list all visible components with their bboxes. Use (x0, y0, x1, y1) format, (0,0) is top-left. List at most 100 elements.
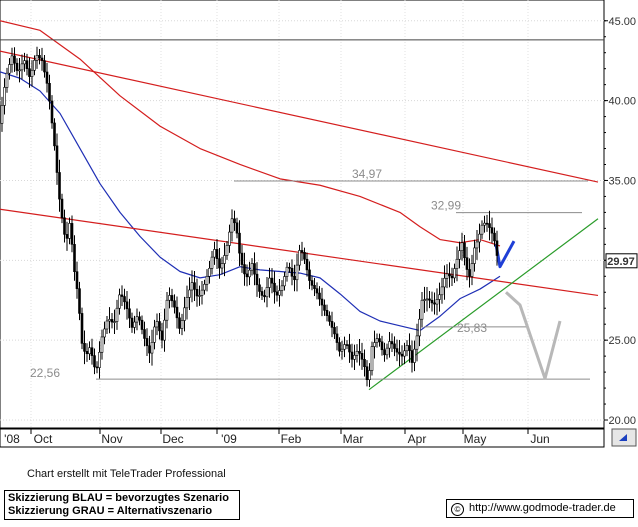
price-bar-body (423, 299, 426, 301)
price-bar (283, 271, 286, 291)
price-bar-body (278, 290, 281, 296)
price-bar (455, 246, 459, 282)
price-bar-body (365, 366, 369, 380)
price-bar (375, 333, 379, 348)
price-bar-body (440, 286, 444, 296)
price-bar-body (403, 350, 406, 357)
price-bar (433, 292, 436, 315)
price-bar-body (173, 300, 176, 308)
y-tick-label-5: 45.00 (608, 16, 636, 28)
price-bar-body (225, 245, 229, 256)
price-bar-body (408, 345, 411, 351)
price-bar (55, 133, 59, 185)
price-bar (10, 47, 14, 73)
price-bar (368, 363, 371, 388)
price-bar-body (180, 320, 184, 329)
price-bar-body (443, 277, 446, 288)
price-bar-body (305, 258, 309, 271)
price-bar-body (33, 59, 36, 71)
price-bar (185, 285, 189, 320)
price-bar (243, 252, 246, 286)
price-bar-body (93, 355, 96, 368)
price-bar (470, 254, 474, 286)
price-bar (410, 340, 414, 373)
last-price-badge: 29.97 (605, 253, 638, 269)
price-bar (473, 239, 476, 272)
price-bar-body (270, 277, 274, 284)
price-bar (3, 78, 6, 115)
x-tick-label-7: Apr (408, 432, 427, 446)
level-labels: 34,97 32,99 25,83 22,56 (30, 167, 487, 380)
price-bar (23, 52, 26, 72)
price-bar (175, 296, 179, 329)
price-bar (380, 335, 384, 356)
price-bar (358, 339, 361, 366)
price-bar (18, 57, 21, 83)
price-bar (285, 262, 289, 282)
price-bar-body (480, 224, 484, 235)
price-bar-body (90, 347, 94, 356)
price-bar-body (275, 291, 279, 296)
price-bar-body (448, 273, 451, 277)
price-bar (435, 288, 439, 316)
price-bar (88, 341, 91, 361)
url-text[interactable]: http://www.godmode-trader.de (469, 502, 616, 514)
price-bar-body (378, 338, 381, 343)
price-bar-body (218, 258, 221, 269)
price-bar-body (105, 320, 109, 330)
price-bar (165, 292, 169, 329)
price-bar (325, 304, 329, 322)
price-bar-body (23, 60, 26, 65)
price-bar (420, 291, 424, 328)
price-bar-body (58, 172, 61, 200)
y-tick-label-3: 35.00 (608, 175, 636, 187)
price-bar-body (288, 266, 291, 269)
price-bar-body (348, 344, 351, 353)
price-bar (110, 313, 114, 329)
price-bar-body (345, 344, 349, 346)
price-bar-body (168, 295, 171, 301)
price-bar-body (35, 55, 39, 61)
price-bar (0, 96, 4, 132)
source-url[interactable]: © http://www.godmode-trader.de (446, 499, 634, 518)
price-bar-body (383, 349, 386, 356)
price-bar (490, 217, 494, 244)
price-bar (355, 344, 359, 363)
price-bar-body (465, 257, 469, 270)
price-bar-body (290, 267, 294, 277)
price-bar (313, 277, 316, 297)
price-bar (123, 288, 126, 310)
price-bar (90, 338, 94, 365)
price-bar (345, 340, 349, 350)
price-bar-body (10, 55, 14, 65)
price-bar-body (265, 287, 269, 298)
price-bars (0, 46, 499, 388)
price-bar (43, 55, 46, 78)
price-bar (198, 285, 201, 306)
price-bar (83, 330, 86, 365)
price-bar-body (78, 288, 81, 314)
price-bar (205, 269, 209, 292)
arrow-left-icon[interactable] (619, 434, 627, 441)
price-bar (340, 340, 344, 360)
price-bar (138, 311, 141, 326)
price-bar (195, 278, 199, 307)
credit-text: Chart erstellt mit TeleTrader Profession… (27, 468, 226, 480)
price-bar (200, 281, 204, 305)
level-label-0: 34,97 (352, 167, 382, 181)
price-bar-body (188, 289, 191, 298)
price-bar (263, 289, 266, 303)
price-bar (335, 326, 339, 351)
price-bar (5, 67, 9, 93)
price-bar-body (313, 285, 316, 289)
price-bar (450, 267, 454, 286)
price-bar-body (130, 317, 134, 328)
price-bar (208, 260, 211, 284)
series-lines (0, 20, 604, 391)
price-bar-body (200, 289, 204, 296)
price-bar (295, 253, 299, 292)
price-bar (20, 54, 24, 80)
price-bar (98, 341, 101, 379)
price-bar (370, 341, 374, 376)
